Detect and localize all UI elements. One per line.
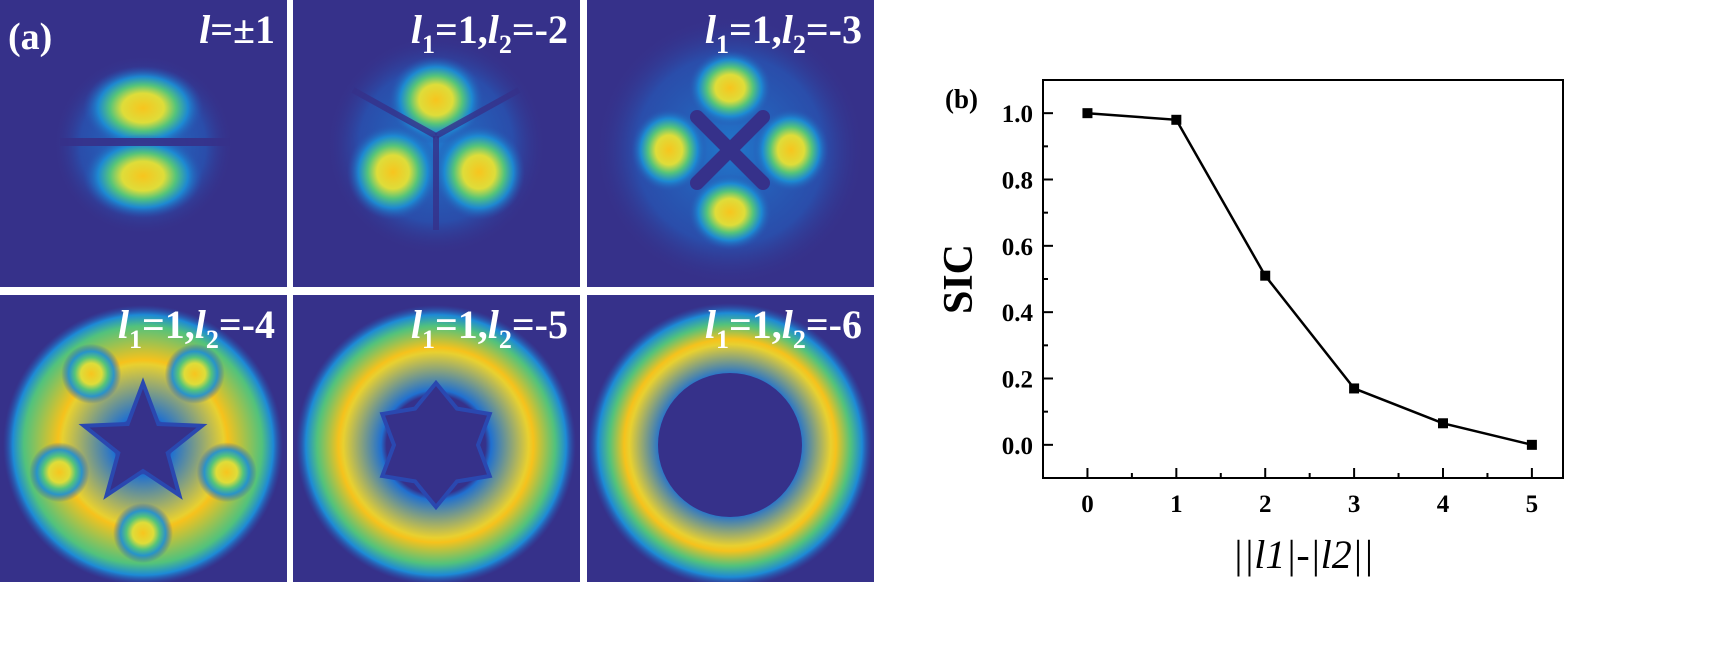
panel-5-label-part: l [487,302,499,347]
sic-data-point [1349,383,1360,394]
panel-5-label-part: 1 [421,325,435,354]
sic-line-chart: 0 1 2 3 4 5 0.0 0.2 0.4 0.6 0.8 1.0 SIC ||l1|-|l2|| (b… [936,79,1564,577]
intensity-pattern-ring [588,303,872,582]
panel-b-tag: (b) [945,84,978,114]
panel-6-label-part: 2 [792,325,806,354]
panel-1-label-part: =±1 [210,7,275,52]
y-tick-label: 1.0 [1002,101,1033,128]
panel-3-label-part: 1 [715,30,729,59]
panel-4-label: l1=1,l2=-4 [117,302,275,353]
intensity-panel-1: l=±1 [0,0,287,287]
x-tick-label: 3 [1348,491,1361,518]
x-tick-label: 2 [1259,491,1272,518]
panel-4-label-part: =1, [141,302,195,347]
panel-6-label-part: l [704,302,716,347]
panel-6-label-part: l [781,302,793,347]
x-tick-label: 1 [1170,491,1183,518]
panel-3-label-part: l [781,7,793,52]
panel-4-label-part: =-4 [218,302,275,347]
panel-2-label-part: l [410,7,422,52]
sic-data-point [1082,108,1093,119]
panel-4-label-part: l [194,302,206,347]
panel-3-label-part: 2 [792,30,806,59]
panel-2-label-part: =-2 [511,7,568,52]
panel-3-label-part: l [704,7,716,52]
panel-3-label: l1=1,l2=-3 [704,7,862,58]
x-axis-label: ||l1|-|l2|| [1232,532,1374,577]
intensity-pattern-five-point-star [3,305,283,582]
panel-2-label: l1=1,l2=-2 [410,7,568,58]
y-tick-label: 0.0 [1002,433,1033,460]
intensity-pattern-three-lobes [326,35,546,255]
x-tick-label: 0 [1081,491,1094,518]
panel-6-label-part: =-6 [805,302,862,347]
y-tick-label: 0.4 [1002,300,1034,327]
sic-series-line [1087,111,1533,447]
panel-5-label-part: l [410,302,422,347]
panel-5-label: l1=1,l2=-5 [410,302,568,353]
intensity-pattern-four-lobes [595,15,865,285]
panel-1-label-part: l [199,7,211,52]
sic-data-point [1171,114,1182,125]
y-tick-label: 0.6 [1002,234,1033,261]
panel-5-label-part: =-5 [511,302,568,347]
panel-a-tag: (a) [8,16,53,58]
panel-2-label-part: =1, [434,7,488,52]
y-tick-label: 0.8 [1002,168,1033,195]
panel-4-label-part: 1 [128,325,142,354]
sic-data-point [1526,439,1537,450]
panel-6-label-part: 1 [715,325,729,354]
intensity-pattern-six-point-star-ring [296,305,576,582]
x-tick-label: 5 [1526,491,1539,518]
panel-5-label-part: =1, [434,302,488,347]
panel-1-label: l=±1 [199,10,275,50]
x-tick-label: 4 [1437,491,1450,518]
y-axis-label: SIC [936,244,982,314]
intensity-pattern-two-lobes [53,55,233,235]
panel-4-label-part: l [117,302,129,347]
intensity-panel-5: l1=1,l2=-5 [293,295,580,582]
sic-data-point [1438,418,1448,429]
panel-2-label-part: l [487,7,499,52]
plot-frame [1042,79,1564,479]
panel-5-label-part: 2 [498,325,512,354]
panel-3-label-part: =-3 [805,7,862,52]
sic-data-point [1260,270,1271,281]
panel-2-label-part: 1 [421,30,435,59]
panel-4-label-part: 2 [205,325,219,354]
y-tick-label: 0.2 [1002,367,1033,394]
panel-6-label-part: =1, [728,302,782,347]
intensity-panel-6: l1=1,l2=-6 [587,295,874,582]
panel-2-label-part: 2 [498,30,512,59]
panel-a-intensity-grid: (a) l=±1 l1=1,l2=-2 l1=1,l2=-3 l1=1,l2=-4 l1… [0,0,874,582]
panel-3-label-part: =1, [728,7,782,52]
intensity-panel-3: l1=1,l2=-3 [587,0,874,287]
panel-6-label: l1=1,l2=-6 [704,302,862,353]
intensity-panel-2: l1=1,l2=-2 [293,0,580,287]
intensity-panel-4: l1=1,l2=-4 [0,295,287,582]
